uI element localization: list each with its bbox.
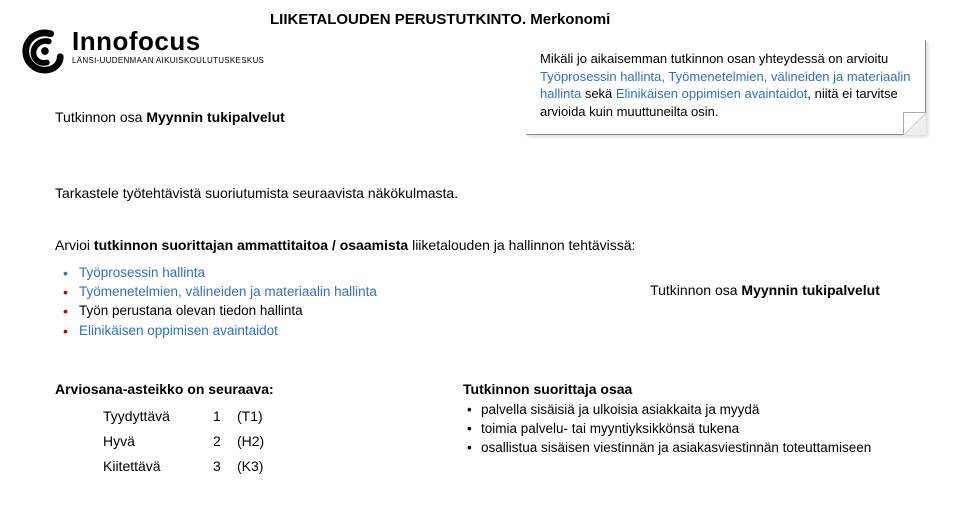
- scale-code: (T1): [237, 407, 263, 426]
- assess-right-label: Tutkinnon osa Myynnin tukipalvelut: [610, 263, 920, 300]
- scale-row: Hyvä2(H2): [103, 432, 425, 451]
- assess-bullet: Työmenetelmien, välineiden ja materiaali…: [79, 283, 572, 301]
- page-title: LIIKETALOUDEN PERUSTUTKINTO. Merkonomi: [270, 10, 610, 30]
- scale-label: Tyydyttävä: [103, 407, 213, 426]
- osaa-block: Tutkinnon suorittaja osaa palvella sisäi…: [463, 380, 920, 482]
- section-bold: Myynnin tukipalvelut: [146, 109, 284, 125]
- scale-num: 3: [213, 457, 237, 476]
- assess-lead: Arvioi tutkinnon suorittajan ammattitait…: [55, 236, 920, 255]
- assess-block: Arvioi tutkinnon suorittajan ammattitait…: [55, 236, 920, 341]
- scale-label: Kiitettävä: [103, 457, 213, 476]
- assess-lead-pre: Arvioi: [55, 237, 94, 253]
- osaa-item: osallistua sisäisen viestinnän ja asiaka…: [481, 439, 920, 457]
- assess-bullet: Elinikäisen oppimisen avaintaidot: [79, 322, 572, 340]
- osaa-item: toimia palvelu- tai myyntiyksikkönsä tuk…: [481, 420, 920, 438]
- scale-row: Tyydyttävä1(T1): [103, 407, 425, 426]
- scale-num: 1: [213, 407, 237, 426]
- assess-bullet-list: Työprosessin hallintaTyömenetelmien, väl…: [55, 264, 572, 340]
- scale-label: Hyvä: [103, 432, 213, 451]
- scale-title: Arviosana-asteikko on seuraava:: [55, 380, 425, 399]
- review-line: Tarkastele työtehtävistä suoriutumista s…: [55, 184, 458, 203]
- section-name: Tutkinnon osa Myynnin tukipalvelut: [55, 108, 285, 127]
- assess-right-prefix: Tutkinnon osa: [650, 282, 741, 298]
- scale-block: Arviosana-asteikko on seuraava: Tyydyttä…: [55, 380, 425, 482]
- note-box: Mikäli jo aikaisemman tutkinnon osan yht…: [526, 40, 926, 135]
- osaa-list: palvella sisäisiä ja ulkoisia asiakkaita…: [463, 401, 920, 458]
- logo-subtitle: LÄNSI-UUDENMAAN AIKUISKOULUTUSKESKUS: [72, 56, 264, 67]
- logo-icon: [20, 28, 66, 74]
- scale-num: 2: [213, 432, 237, 451]
- note-mid: sekä: [581, 86, 616, 101]
- scale-code: (K3): [237, 457, 263, 476]
- note-pre: Mikäli jo aikaisemman tutkinnon osan yht…: [540, 51, 888, 66]
- note-blue-2: Elinikäisen oppimisen avaintaidot: [616, 86, 808, 101]
- assess-bullet: Työn perustana olevan tiedon hallinta: [79, 302, 572, 320]
- scale-code: (H2): [237, 432, 264, 451]
- scale-row: Kiitettävä3(K3): [103, 457, 425, 476]
- logo: Innofocus LÄNSI-UUDENMAAN AIKUISKOULUTUS…: [20, 28, 264, 74]
- assess-bullet: Työprosessin hallinta: [79, 264, 572, 282]
- logo-brand: Innofocus: [72, 28, 264, 54]
- section-prefix: Tutkinnon osa: [55, 109, 146, 125]
- osaa-item: palvella sisäisiä ja ulkoisia asiakkaita…: [481, 401, 920, 419]
- osaa-title: Tutkinnon suorittaja osaa: [463, 380, 920, 399]
- assess-right-bold: Myynnin tukipalvelut: [741, 282, 879, 298]
- assess-lead-post: liiketalouden ja hallinnon tehtävissä:: [408, 237, 635, 253]
- assess-lead-bold: tutkinnon suorittajan ammattitaitoa / os…: [94, 237, 408, 253]
